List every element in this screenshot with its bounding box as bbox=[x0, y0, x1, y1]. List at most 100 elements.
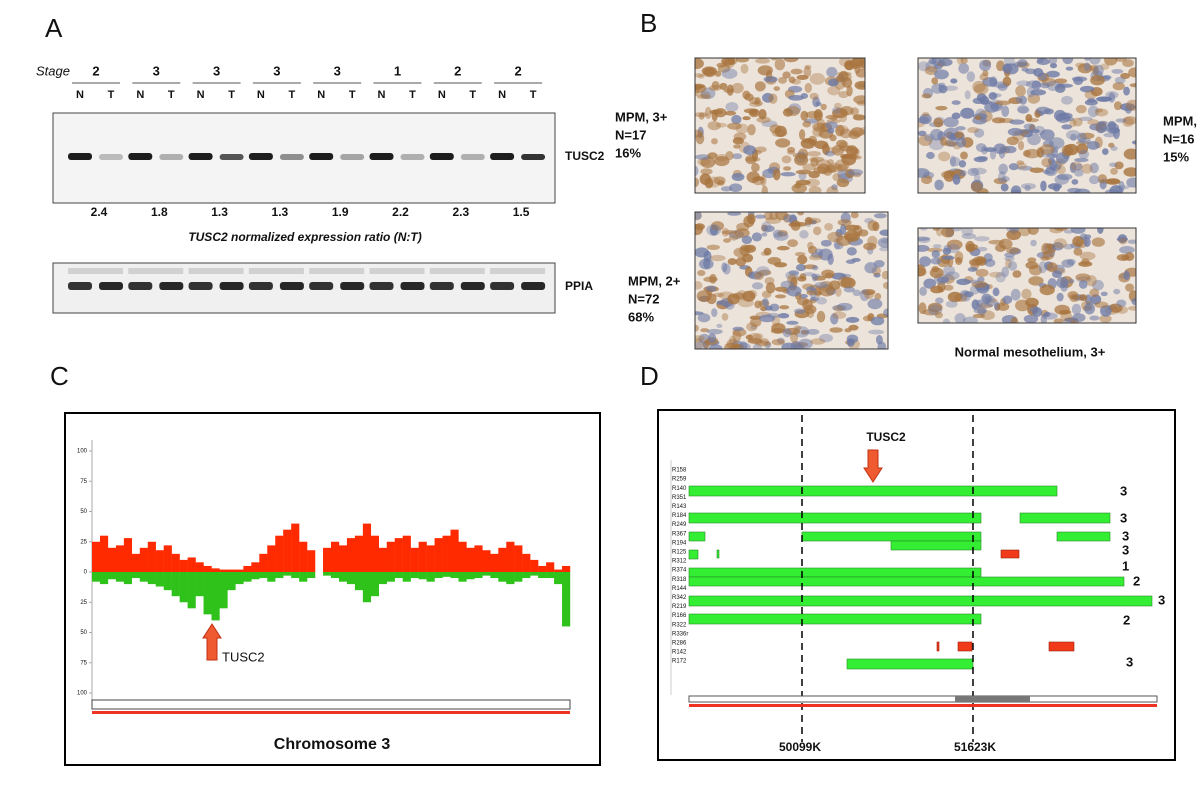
cell bbox=[1072, 117, 1083, 127]
cell bbox=[791, 183, 808, 193]
cell bbox=[848, 168, 864, 176]
loss-bar bbox=[235, 572, 244, 585]
cell bbox=[997, 302, 1010, 311]
arrow bbox=[863, 449, 883, 483]
cell bbox=[867, 235, 878, 247]
cell bbox=[786, 285, 802, 297]
cell bbox=[815, 248, 824, 255]
segment-gain bbox=[716, 549, 720, 559]
cell bbox=[794, 308, 806, 314]
copy-number: 2 bbox=[1123, 612, 1130, 627]
loss-bar bbox=[546, 572, 555, 579]
cell bbox=[815, 101, 822, 107]
row-label: R259 bbox=[672, 477, 687, 483]
cell bbox=[1126, 177, 1136, 188]
image-caption: N=17 bbox=[615, 127, 646, 142]
image-caption: MPM, 2+ bbox=[628, 273, 681, 288]
cell bbox=[721, 313, 729, 321]
gain-bar bbox=[291, 523, 300, 572]
cell bbox=[697, 313, 711, 323]
loss-bar bbox=[530, 572, 539, 576]
cell bbox=[934, 69, 949, 80]
cell bbox=[1119, 103, 1136, 111]
cell bbox=[698, 112, 705, 120]
gain-bar bbox=[283, 529, 292, 572]
loss-bar bbox=[522, 572, 531, 579]
cell bbox=[1012, 61, 1028, 67]
gel-band bbox=[369, 282, 394, 290]
cell bbox=[1123, 167, 1136, 177]
gel-band bbox=[309, 282, 334, 290]
cell bbox=[827, 253, 834, 265]
cell bbox=[782, 328, 792, 338]
gel-smear bbox=[369, 268, 425, 274]
cell bbox=[845, 316, 860, 323]
cell bbox=[720, 186, 733, 192]
cell bbox=[945, 271, 960, 280]
panel-label: C bbox=[50, 361, 69, 391]
gain-bar bbox=[554, 569, 563, 572]
cell bbox=[809, 156, 825, 163]
gain-bar bbox=[147, 541, 156, 572]
gain-bar bbox=[275, 535, 284, 572]
cell bbox=[926, 151, 935, 160]
ratio-label: 1.3 bbox=[272, 205, 289, 219]
cell bbox=[977, 246, 988, 252]
loss-bar bbox=[514, 572, 523, 582]
cell bbox=[861, 289, 876, 296]
cell bbox=[787, 150, 796, 155]
row-label: R184 bbox=[672, 513, 687, 519]
cell bbox=[713, 176, 726, 185]
segments bbox=[688, 485, 1153, 670]
cell bbox=[835, 124, 845, 137]
cell bbox=[761, 232, 768, 237]
cell bbox=[731, 114, 742, 125]
gel-band bbox=[340, 154, 365, 160]
cell bbox=[940, 136, 948, 146]
segment-gain bbox=[688, 595, 1153, 607]
row-label: R322 bbox=[672, 622, 687, 628]
cell bbox=[831, 184, 838, 191]
cell bbox=[1043, 311, 1051, 317]
cell bbox=[1024, 185, 1031, 192]
cell bbox=[1017, 140, 1025, 151]
cell bbox=[1078, 149, 1090, 159]
cell bbox=[918, 236, 931, 241]
cell bbox=[1054, 174, 1070, 185]
segment-gain bbox=[688, 485, 1058, 497]
row-label: R144 bbox=[672, 586, 687, 592]
cell bbox=[1001, 266, 1010, 278]
gel-band bbox=[400, 154, 425, 160]
loss-bar bbox=[538, 572, 547, 579]
cell bbox=[1003, 145, 1017, 154]
cell bbox=[836, 302, 853, 311]
gel-band bbox=[188, 282, 213, 290]
cell bbox=[761, 297, 769, 307]
cell bbox=[954, 131, 965, 139]
loss-bar bbox=[394, 572, 403, 579]
loss-bar bbox=[386, 572, 395, 582]
loss-bar bbox=[107, 572, 117, 580]
gain-bar bbox=[522, 553, 531, 572]
cell bbox=[771, 322, 786, 334]
cell bbox=[772, 168, 781, 181]
y-tick-label: 0 bbox=[84, 570, 88, 576]
cell bbox=[849, 58, 865, 69]
gel-smear bbox=[188, 268, 244, 274]
cell bbox=[954, 293, 968, 302]
cell bbox=[696, 94, 712, 100]
cell bbox=[974, 115, 982, 121]
cell bbox=[740, 63, 749, 74]
cell bbox=[1116, 299, 1127, 307]
cell bbox=[1131, 140, 1136, 145]
cell bbox=[1046, 153, 1057, 158]
histology-images bbox=[694, 57, 1137, 350]
gain-bar bbox=[466, 547, 475, 572]
cell bbox=[695, 224, 703, 236]
y-tick-label: 100 bbox=[77, 449, 88, 455]
cell bbox=[1007, 127, 1023, 136]
loss-bar bbox=[338, 572, 348, 582]
cell bbox=[767, 312, 780, 319]
cell bbox=[1039, 284, 1055, 296]
gain-bar bbox=[139, 547, 148, 572]
